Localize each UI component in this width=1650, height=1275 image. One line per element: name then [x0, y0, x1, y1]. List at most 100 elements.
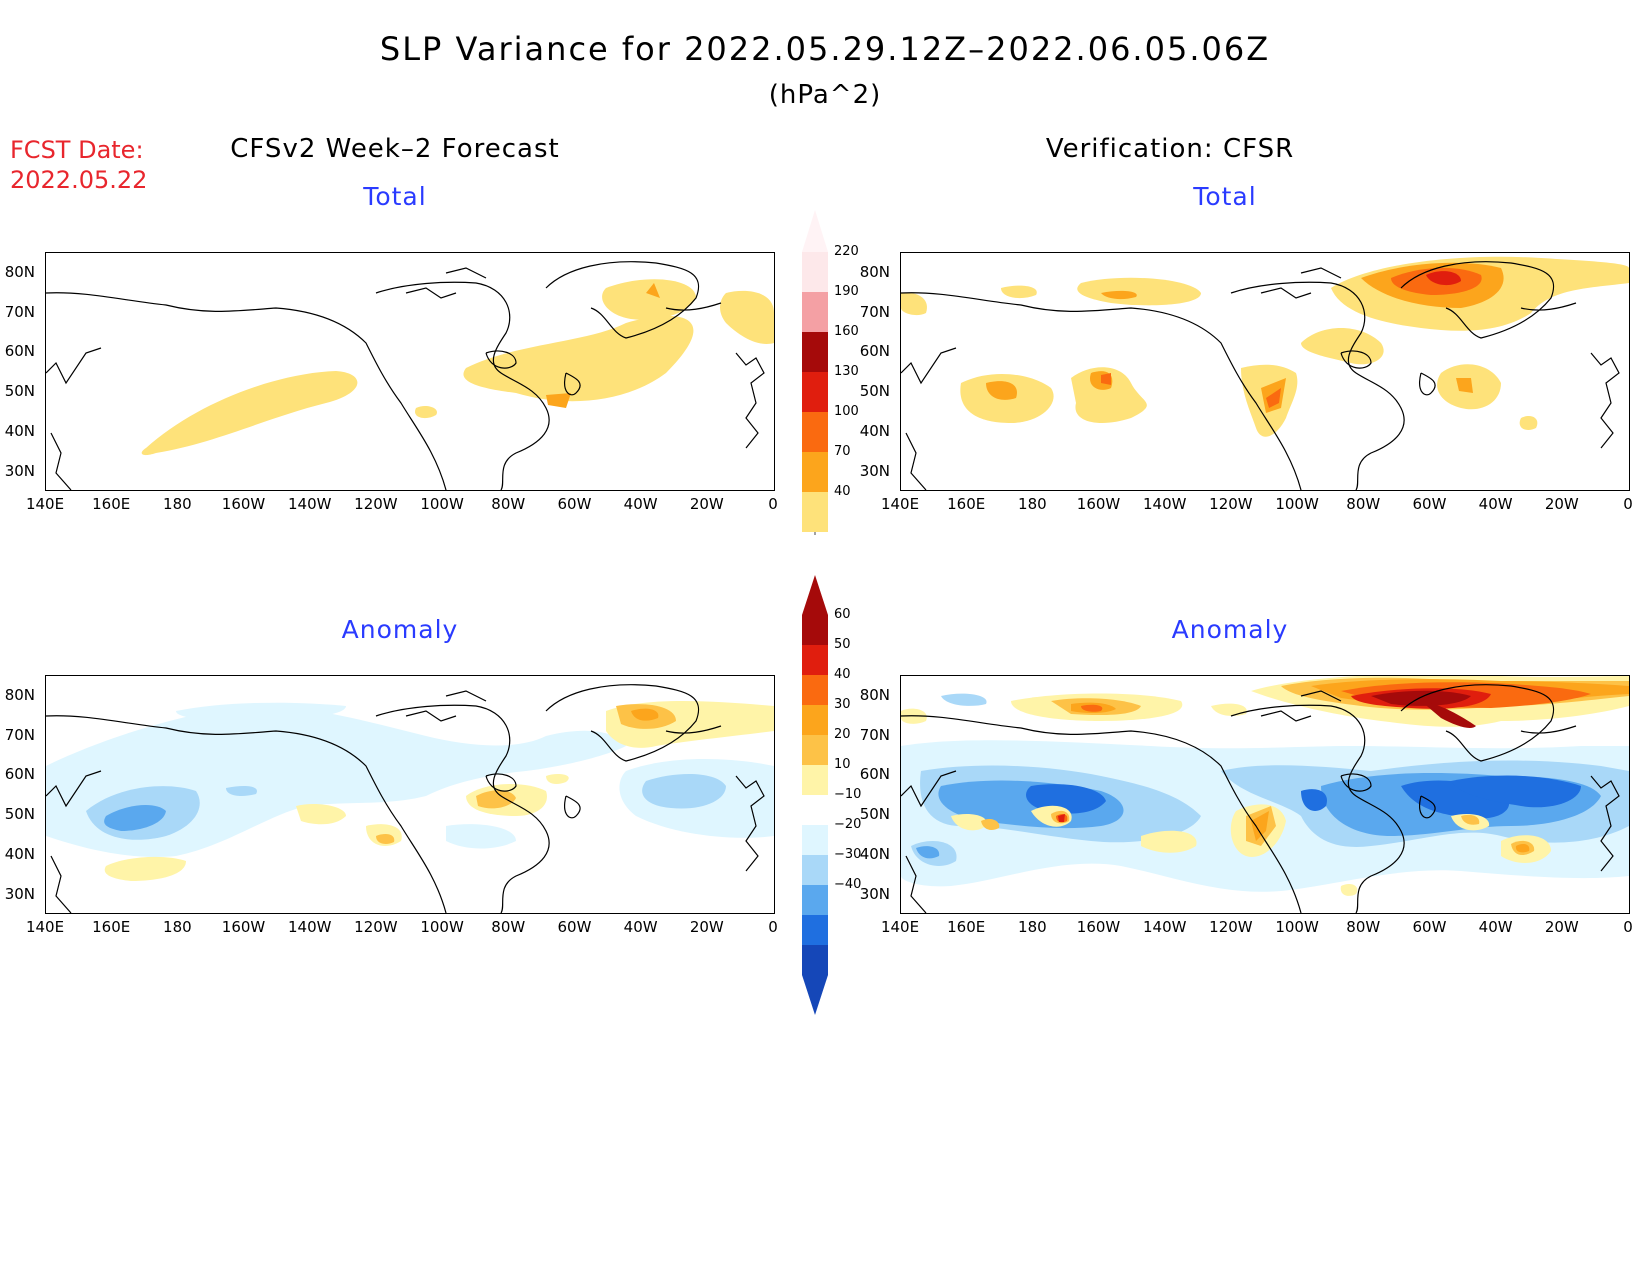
lon-label-bottom-right: 140W: [1142, 918, 1187, 936]
forecast-anomaly-field: [46, 684, 774, 913]
colorbar-total-swatch: [802, 452, 828, 492]
colorbar-total-swatch: [802, 292, 828, 332]
lat-label-bottom-right: 30N: [859, 885, 890, 903]
lon-label-top-right: 20W: [1544, 495, 1579, 513]
forecast-total-field: [46, 261, 774, 490]
verification-total-field: [901, 256, 1629, 490]
colorbar-anomaly-swatch: [802, 645, 828, 675]
left-column-title: CFSv2 Week–2 Forecast: [230, 134, 560, 164]
map-verification-anomaly: [900, 675, 1630, 914]
lat-label-bottom-left: 30N: [4, 885, 35, 903]
panel-title-top-left: Total: [363, 182, 427, 211]
lat-label-top-left: 50N: [4, 382, 35, 400]
lat-label-bottom-right: 70N: [859, 726, 890, 744]
lon-label-bottom-left: 80W: [491, 918, 526, 936]
panel-title-bottom-left: Anomaly: [341, 615, 459, 644]
lon-label-bottom-left: 180: [163, 918, 192, 936]
lon-label-top-left: 120W: [354, 495, 398, 513]
lat-label-top-right: 30N: [859, 462, 890, 480]
lon-label-top-left: 80W: [491, 495, 526, 513]
colorbar-anomaly-swatches: [802, 575, 828, 1015]
right-column-title: Verification: CFSR: [1045, 134, 1295, 164]
fcst-date-value: 2022.05.22: [10, 166, 148, 194]
lon-label-bottom-left: 0: [768, 918, 778, 936]
colorbar-anomaly-label: −20: [834, 817, 862, 832]
lat-label-bottom-right: 60N: [859, 765, 890, 783]
colorbar-total-swatch: [802, 492, 828, 532]
colorbar-anomaly-swatch: [802, 945, 828, 975]
colorbar-total-label: 100: [834, 404, 859, 419]
fcst-date-block: FCST Date: 2022.05.22: [10, 135, 147, 195]
colorbar-total-swatch: [802, 372, 828, 412]
colorbar-anomaly-label: 40: [834, 667, 851, 682]
lat-label-top-right: 50N: [859, 382, 890, 400]
lon-label-top-left: 160W: [221, 495, 266, 513]
lat-label-top-left: 80N: [4, 263, 35, 281]
lon-label-bottom-right: 40W: [1478, 918, 1513, 936]
colorbar-total-swatch: [802, 412, 828, 452]
lon-label-bottom-right: 80W: [1346, 918, 1381, 936]
lat-label-top-left: 40N: [4, 422, 35, 440]
fcst-date-label: FCST Date:: [10, 136, 144, 164]
map-forecast-anomaly: [45, 675, 775, 914]
lon-label-top-left: 140E: [25, 495, 65, 513]
colorbar-anomaly-swatch: [802, 855, 828, 885]
colorbar-total-swatch: [802, 252, 828, 292]
colorbar-anomaly-label: −40: [834, 877, 862, 892]
lat-label-top-right: 60N: [859, 342, 890, 360]
lon-label-top-left: 180: [163, 495, 192, 513]
lon-label-top-left: 160E: [92, 495, 131, 513]
lon-label-top-right: 120W: [1209, 495, 1253, 513]
lon-label-top-right: 60W: [1412, 495, 1447, 513]
lon-label-bottom-left: 120W: [354, 918, 398, 936]
lon-label-bottom-right: 60W: [1412, 918, 1447, 936]
colorbar-anomaly-swatch: [802, 765, 828, 795]
lon-label-bottom-left: 140W: [287, 918, 332, 936]
lon-label-bottom-left: 160E: [92, 918, 131, 936]
colorbar-total-label: 220: [834, 244, 859, 259]
colorbar-anomaly-bottom-arrow: [802, 975, 828, 1015]
colorbar-anomaly-swatch: [802, 675, 828, 705]
lon-label-bottom-left: 20W: [689, 918, 724, 936]
colorbar-anomaly-label: 10: [834, 757, 851, 772]
colorbar-total-top-arrow: [802, 210, 828, 252]
colorbar-total-label: 70: [834, 444, 851, 459]
lon-label-top-left: 140W: [287, 495, 332, 513]
colorbar-total-label: 130: [834, 364, 859, 379]
lat-label-bottom-left: 80N: [4, 686, 35, 704]
lat-label-bottom-right: 80N: [859, 686, 890, 704]
lon-label-top-right: 140W: [1142, 495, 1187, 513]
lon-label-top-right: 160W: [1076, 495, 1121, 513]
units-label: (hPa^2): [768, 80, 882, 110]
lat-label-bottom-left: 60N: [4, 765, 35, 783]
lon-label-bottom-right: 140E: [880, 918, 920, 936]
colorbar-anomaly-label: −10: [834, 787, 862, 802]
colorbar-anomaly: [800, 575, 830, 1015]
lon-label-top-right: 0: [1623, 495, 1633, 513]
panel-title-bottom-right: Anomaly: [1171, 615, 1289, 644]
colorbar-anomaly-label: −30: [834, 847, 862, 862]
colorbar-anomaly-label: 20: [834, 727, 851, 742]
lon-label-top-left: 20W: [689, 495, 724, 513]
colorbar-anomaly-label: 50: [834, 637, 851, 652]
verification-anomaly-field: [901, 676, 1629, 913]
lon-label-bottom-right: 160E: [947, 918, 986, 936]
lon-label-bottom-right: 160W: [1076, 918, 1121, 936]
lat-label-top-right: 40N: [859, 422, 890, 440]
lat-label-bottom-right: 50N: [859, 805, 890, 823]
lon-label-bottom-left: 160W: [221, 918, 266, 936]
lon-label-bottom-left: 140E: [25, 918, 65, 936]
lon-label-bottom-right: 180: [1018, 918, 1047, 936]
lon-label-bottom-right: 20W: [1544, 918, 1579, 936]
lat-label-top-right: 80N: [859, 263, 890, 281]
colorbar-total-label: 160: [834, 324, 859, 339]
colorbar-total-swatches: [802, 210, 828, 535]
lat-label-top-left: 70N: [4, 303, 35, 321]
lon-label-top-right: 160E: [947, 495, 986, 513]
panel-title-top-right: Total: [1193, 182, 1257, 211]
colorbar-total-label: 40: [834, 484, 851, 499]
lat-label-top-left: 60N: [4, 342, 35, 360]
lat-label-bottom-right: 40N: [859, 845, 890, 863]
lon-label-top-right: 40W: [1478, 495, 1513, 513]
colorbar-anomaly-swatch: [802, 735, 828, 765]
